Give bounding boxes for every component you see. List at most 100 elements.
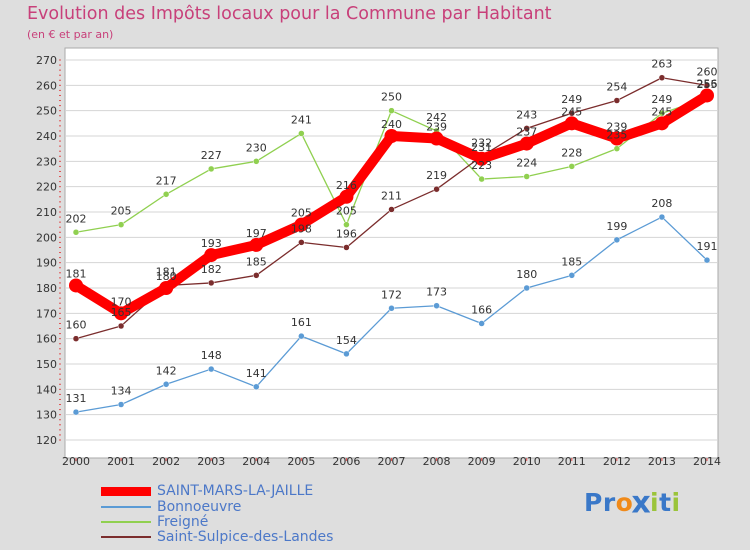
data-point <box>343 221 350 228</box>
x-tick-label: 2002 <box>152 455 180 468</box>
y-tick-label: 180 <box>36 282 57 295</box>
data-point <box>298 130 305 137</box>
data-label: 173 <box>426 286 447 299</box>
data-point <box>478 175 485 183</box>
y-tick-label: 160 <box>36 333 57 346</box>
x-tick-label: 2013 <box>648 455 676 468</box>
data-point <box>72 335 80 342</box>
data-label: 185 <box>561 255 582 268</box>
data-label: 240 <box>381 118 402 131</box>
data-point <box>613 97 621 104</box>
legend-swatch <box>101 536 151 538</box>
data-point <box>249 237 264 252</box>
legend-swatch <box>101 521 151 523</box>
data-label: 256 <box>697 77 718 90</box>
data-label: 199 <box>606 220 627 233</box>
data-label: 249 <box>561 93 582 106</box>
data-label: 180 <box>156 270 177 283</box>
data-point <box>253 383 260 391</box>
y-tick-label: 270 <box>36 54 57 67</box>
legend-label: SAINT-MARS-LA-JAILLE <box>157 483 314 499</box>
x-tick-label: 2005 <box>287 455 315 468</box>
data-point <box>72 229 80 236</box>
data-point <box>294 217 309 232</box>
data-point <box>478 320 485 327</box>
data-point <box>253 158 260 165</box>
x-tick-label: 2006 <box>332 455 360 468</box>
data-point <box>703 82 711 89</box>
data-label: 211 <box>381 189 402 202</box>
y-tick-label: 130 <box>36 409 57 422</box>
data-label: 263 <box>651 58 672 71</box>
data-point <box>388 206 395 213</box>
data-point <box>162 191 170 198</box>
logo-letter: P <box>584 488 603 517</box>
data-label: 237 <box>516 126 537 139</box>
data-point <box>298 239 305 246</box>
x-tick-label: 2007 <box>378 455 406 468</box>
data-point <box>564 116 579 131</box>
data-label: 245 <box>561 105 582 118</box>
data-point <box>703 256 711 264</box>
data-point <box>69 278 83 293</box>
x-tick-label: 2008 <box>423 455 451 468</box>
data-label: 196 <box>336 227 357 240</box>
data-label: 185 <box>246 255 267 268</box>
data-label: 131 <box>66 392 87 405</box>
data-label: 180 <box>516 268 537 281</box>
data-label: 245 <box>651 105 672 118</box>
data-point <box>658 213 666 221</box>
x-tick-label: 2012 <box>603 455 631 468</box>
y-tick-label: 210 <box>36 206 57 219</box>
y-tick-label: 230 <box>36 155 57 168</box>
data-label: 239 <box>426 121 447 134</box>
data-label: 241 <box>291 113 312 126</box>
data-label: 250 <box>381 91 402 104</box>
y-tick-label: 240 <box>36 130 57 143</box>
y-tick-label: 170 <box>36 307 57 320</box>
x-tick-label: 2009 <box>468 455 496 468</box>
data-point <box>207 365 215 373</box>
y-tick-label: 120 <box>36 434 57 447</box>
data-label: 191 <box>697 240 718 253</box>
data-label: 205 <box>291 207 312 220</box>
data-label: 217 <box>156 174 177 187</box>
y-tick-label: 140 <box>36 383 57 396</box>
data-label: 219 <box>426 169 447 182</box>
data-label: 227 <box>201 149 222 162</box>
logo-letter: r <box>602 488 616 517</box>
data-label: 142 <box>156 364 177 377</box>
x-tick-label: 2003 <box>197 455 225 468</box>
data-point <box>658 109 666 117</box>
data-label: 232 <box>471 136 492 149</box>
y-tick-label: 190 <box>36 257 57 270</box>
chart-title: Evolution des Impôts locaux pour la Comm… <box>27 4 552 24</box>
data-label: 242 <box>426 111 447 124</box>
data-label: 224 <box>516 157 537 170</box>
data-label: 216 <box>336 179 357 192</box>
data-label: 231 <box>471 141 492 154</box>
data-label: 255 <box>697 78 718 91</box>
data-point <box>388 305 395 312</box>
legend-swatch <box>101 506 151 508</box>
data-label: 141 <box>246 367 267 380</box>
data-point <box>343 350 350 358</box>
logo-letter: i <box>650 488 660 517</box>
data-label: 197 <box>246 227 267 240</box>
data-label: 182 <box>201 263 222 276</box>
data-point <box>613 145 621 152</box>
data-label: 160 <box>66 319 87 332</box>
data-label: 148 <box>201 349 222 362</box>
data-point <box>117 221 125 228</box>
y-tick-label: 250 <box>36 105 57 118</box>
logo-letter: i <box>671 488 681 517</box>
x-tick-label: 2004 <box>242 455 270 468</box>
logo-letter: t <box>659 488 672 517</box>
data-point <box>343 244 350 251</box>
data-label: 235 <box>606 129 627 142</box>
data-label: 202 <box>66 212 87 225</box>
data-point <box>388 107 395 114</box>
y-tick-label: 150 <box>36 358 57 371</box>
